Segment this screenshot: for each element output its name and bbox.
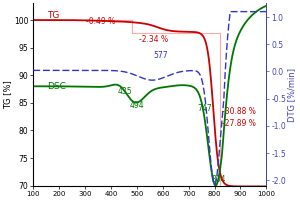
Text: -27.89 %: -27.89 % bbox=[222, 119, 256, 128]
Text: 494: 494 bbox=[130, 101, 144, 110]
Text: DSC: DSC bbox=[47, 82, 66, 91]
Text: 435: 435 bbox=[117, 87, 132, 96]
Text: -2.34 %: -2.34 % bbox=[140, 35, 169, 44]
Text: -0.49 %: -0.49 % bbox=[86, 17, 116, 26]
Text: 804: 804 bbox=[212, 175, 226, 184]
Text: TG: TG bbox=[47, 11, 60, 20]
Y-axis label: DTG [%/min]: DTG [%/min] bbox=[287, 68, 296, 122]
Text: -30.88 %: -30.88 % bbox=[222, 107, 256, 116]
Y-axis label: TG [%]: TG [%] bbox=[4, 80, 13, 109]
Text: 577: 577 bbox=[153, 51, 167, 60]
Text: 747: 747 bbox=[198, 104, 212, 113]
